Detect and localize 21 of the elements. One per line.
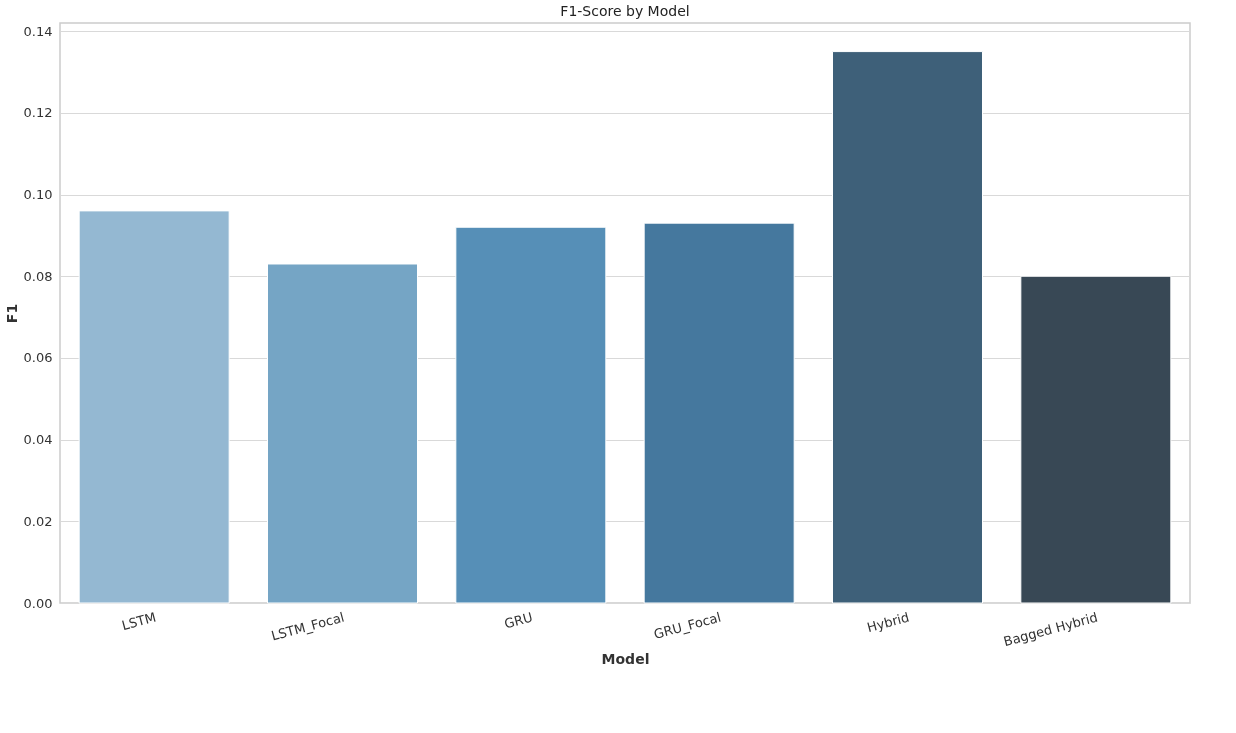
y-tick-label: 0.10 — [23, 187, 53, 203]
bar — [1020, 275, 1172, 604]
x-tick-label: Hybrid — [865, 609, 911, 636]
y-axis-title: F1 — [3, 303, 20, 324]
x-tick-label: Bagged Hybrid — [1001, 609, 1100, 650]
x-axis-title: Model — [601, 651, 650, 668]
bar — [832, 51, 983, 604]
chart-title: F1-Score by Model — [560, 3, 690, 19]
x-tick-label: GRU — [502, 609, 535, 632]
bar — [455, 226, 607, 604]
x-tick-label: LSTM — [120, 609, 158, 634]
bar — [78, 210, 230, 604]
y-tick-label: 0.00 — [23, 595, 53, 611]
y-tick-label: 0.06 — [23, 350, 53, 366]
bar — [267, 263, 418, 604]
y-tick-label: 0.08 — [23, 268, 53, 284]
bar — [643, 222, 795, 604]
y-tick-label: 0.04 — [23, 432, 53, 448]
y-tick-label: 0.12 — [23, 105, 53, 121]
y-tick-label: 0.02 — [23, 513, 53, 529]
y-tick-label: 0.14 — [23, 23, 53, 39]
